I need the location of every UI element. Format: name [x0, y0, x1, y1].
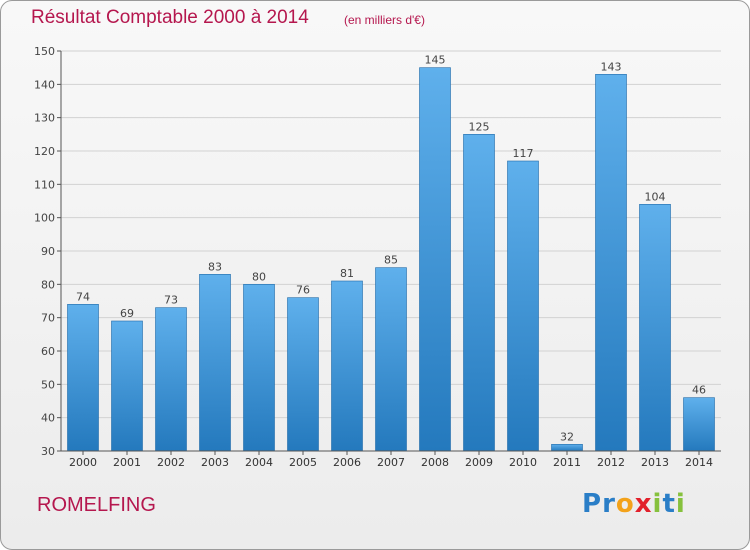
bar-2002 — [155, 307, 187, 452]
x-tick-label: 2004 — [245, 456, 273, 469]
data-label-2010: 117 — [513, 147, 534, 160]
data-label-2005: 76 — [296, 284, 310, 297]
bar-2000 — [67, 304, 99, 452]
bar-2007 — [375, 267, 407, 452]
data-label-2001: 69 — [120, 307, 134, 320]
bar-2011 — [551, 444, 583, 452]
bar-2009 — [463, 134, 495, 452]
y-tick-label: 150 — [34, 45, 55, 58]
bar-2008 — [419, 67, 451, 452]
bar-2012 — [595, 74, 627, 452]
data-label-2004: 80 — [252, 270, 266, 283]
y-tick-label: 80 — [41, 278, 55, 291]
commune-name: ROMELFING — [37, 494, 156, 516]
x-tick-label: 2008 — [421, 456, 449, 469]
data-label-2012: 143 — [601, 60, 622, 73]
bar-2010 — [507, 160, 539, 452]
x-tick-label: 2001 — [113, 456, 141, 469]
data-label-2013: 104 — [645, 190, 666, 203]
x-tick-label: 2010 — [509, 456, 537, 469]
data-label-2006: 81 — [340, 267, 354, 280]
x-tick-label: 2005 — [289, 456, 317, 469]
y-tick-label: 120 — [34, 145, 55, 158]
x-tick-label: 2014 — [685, 456, 713, 469]
x-tick-label: 2000 — [69, 456, 97, 469]
y-tick-label: 60 — [41, 345, 55, 358]
x-tick-label: 2007 — [377, 456, 405, 469]
bar-2004 — [243, 284, 275, 452]
y-tick-label: 50 — [41, 378, 55, 391]
bars-group — [67, 67, 715, 452]
y-tick-label: 30 — [41, 445, 55, 458]
data-label-2009: 125 — [469, 120, 490, 133]
chart-title: Résultat Comptable 2000 à 2014 — [31, 7, 309, 28]
bar-2003 — [199, 274, 231, 452]
x-tick-label: 2006 — [333, 456, 361, 469]
data-label-2002: 73 — [164, 294, 178, 307]
bar-2013 — [639, 204, 671, 452]
x-tick-label: 2009 — [465, 456, 493, 469]
y-tick-label: 110 — [34, 178, 55, 191]
x-tick-label: 2013 — [641, 456, 669, 469]
y-tick-label: 70 — [41, 312, 55, 325]
bar-2014 — [683, 397, 715, 452]
data-label-2014: 46 — [692, 384, 706, 397]
bar-2001 — [111, 320, 143, 452]
y-tick-label: 130 — [34, 112, 55, 125]
x-tick-label: 2011 — [553, 456, 581, 469]
proxiti-logo[interactable]: Proxiti — [582, 489, 686, 519]
data-label-2007: 85 — [384, 254, 398, 267]
bar-2006 — [331, 280, 363, 452]
x-tick-label: 2003 — [201, 456, 229, 469]
y-tick-label: 40 — [41, 412, 55, 425]
axes: 30 40 50 60 70 80 90 100 110 120 130 140 150 2000 2001… — [34, 45, 721, 469]
data-label-2011: 32 — [560, 430, 574, 443]
data-label-2008: 145 — [425, 54, 446, 67]
data-labels: 74 69 73 83 80 76 81 85 145 125 117 32 143 104 46 — [76, 54, 706, 444]
x-tick-label: 2012 — [597, 456, 625, 469]
data-label-2000: 74 — [76, 290, 90, 303]
chart-subtitle: (en milliers d'€) — [344, 13, 425, 27]
bar-2005 — [287, 297, 319, 452]
y-tick-label: 140 — [34, 78, 55, 91]
data-label-2003: 83 — [208, 260, 222, 273]
y-tick-label: 90 — [41, 245, 55, 258]
y-tick-label: 100 — [34, 212, 55, 225]
x-tick-label: 2002 — [157, 456, 185, 469]
